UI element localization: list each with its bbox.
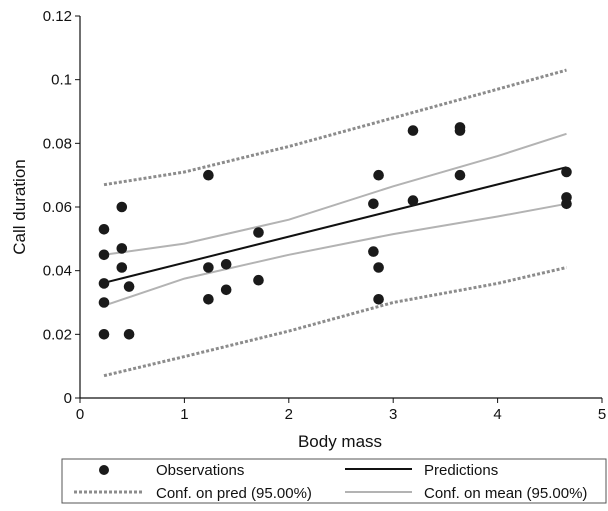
y-tick-label: 0.06 xyxy=(43,199,72,216)
observation-point xyxy=(454,125,466,136)
observation-point xyxy=(98,224,110,235)
observation-point xyxy=(98,297,110,308)
chart-axes xyxy=(79,16,602,399)
observation-point xyxy=(407,125,419,136)
observation-point xyxy=(98,249,110,261)
axis-ticks: 0 1 2 3 4 5 0 0.02 0.04 0.06 0.08 0.1 0.12 xyxy=(43,8,606,423)
legend-label-conf-mean: Conf. on mean (95.00%) xyxy=(424,485,587,502)
x-tick-label: 1 xyxy=(180,406,188,423)
observation-point xyxy=(253,227,264,238)
observation-point xyxy=(98,278,110,289)
y-tick-label: 0.04 xyxy=(43,263,72,280)
y-tick-label: 0 xyxy=(64,390,72,407)
legend-box xyxy=(61,458,607,504)
conf-pred-upper-line xyxy=(103,68,567,187)
legend-marker-observations xyxy=(99,465,109,475)
conf-mean-lower-line xyxy=(103,202,567,307)
observation-points xyxy=(98,122,572,340)
legend-label-predictions: Predictions xyxy=(424,462,498,479)
observation-point xyxy=(373,169,384,181)
legend-label-conf-pred: Conf. on pred (95.00%) xyxy=(156,485,312,502)
x-tick-label: 2 xyxy=(285,406,293,423)
x-tick-label: 0 xyxy=(76,406,84,423)
observation-point xyxy=(373,262,384,273)
observation-point xyxy=(373,294,384,305)
confidence-bands xyxy=(103,68,567,378)
legend: Observations Predictions Conf. on pred (… xyxy=(61,458,607,504)
observation-point xyxy=(368,246,379,257)
observation-point xyxy=(368,198,379,210)
observation-point xyxy=(203,262,214,273)
observation-point xyxy=(203,169,214,181)
observation-point xyxy=(220,259,232,270)
y-tick-label: 0.12 xyxy=(43,8,72,25)
x-tick-label: 4 xyxy=(493,406,501,423)
y-tick-label: 0.02 xyxy=(43,326,72,343)
observation-point xyxy=(98,329,110,340)
observation-point xyxy=(407,195,419,206)
observation-point xyxy=(203,294,214,305)
x-axis-title: Body mass xyxy=(298,432,382,451)
x-tick-label: 3 xyxy=(389,406,397,423)
observation-point xyxy=(123,281,135,292)
observation-point xyxy=(561,166,572,178)
observation-point xyxy=(253,274,264,286)
conf-pred-lower-line xyxy=(103,266,567,378)
y-tick-label: 0.08 xyxy=(43,135,72,152)
observation-point xyxy=(116,262,128,273)
legend-label-observations: Observations xyxy=(156,462,244,479)
observation-point xyxy=(116,243,128,254)
observation-point xyxy=(116,201,128,213)
conf-mean-upper-line xyxy=(103,132,567,256)
observation-point xyxy=(454,169,466,181)
x-tick-label: 5 xyxy=(598,406,606,423)
y-tick-label: 0.1 xyxy=(51,72,72,89)
y-axis-title: Call duration xyxy=(10,159,29,254)
observation-point xyxy=(123,329,135,340)
observation-point xyxy=(220,284,232,296)
prediction-line xyxy=(103,166,567,284)
observation-point xyxy=(561,198,572,210)
